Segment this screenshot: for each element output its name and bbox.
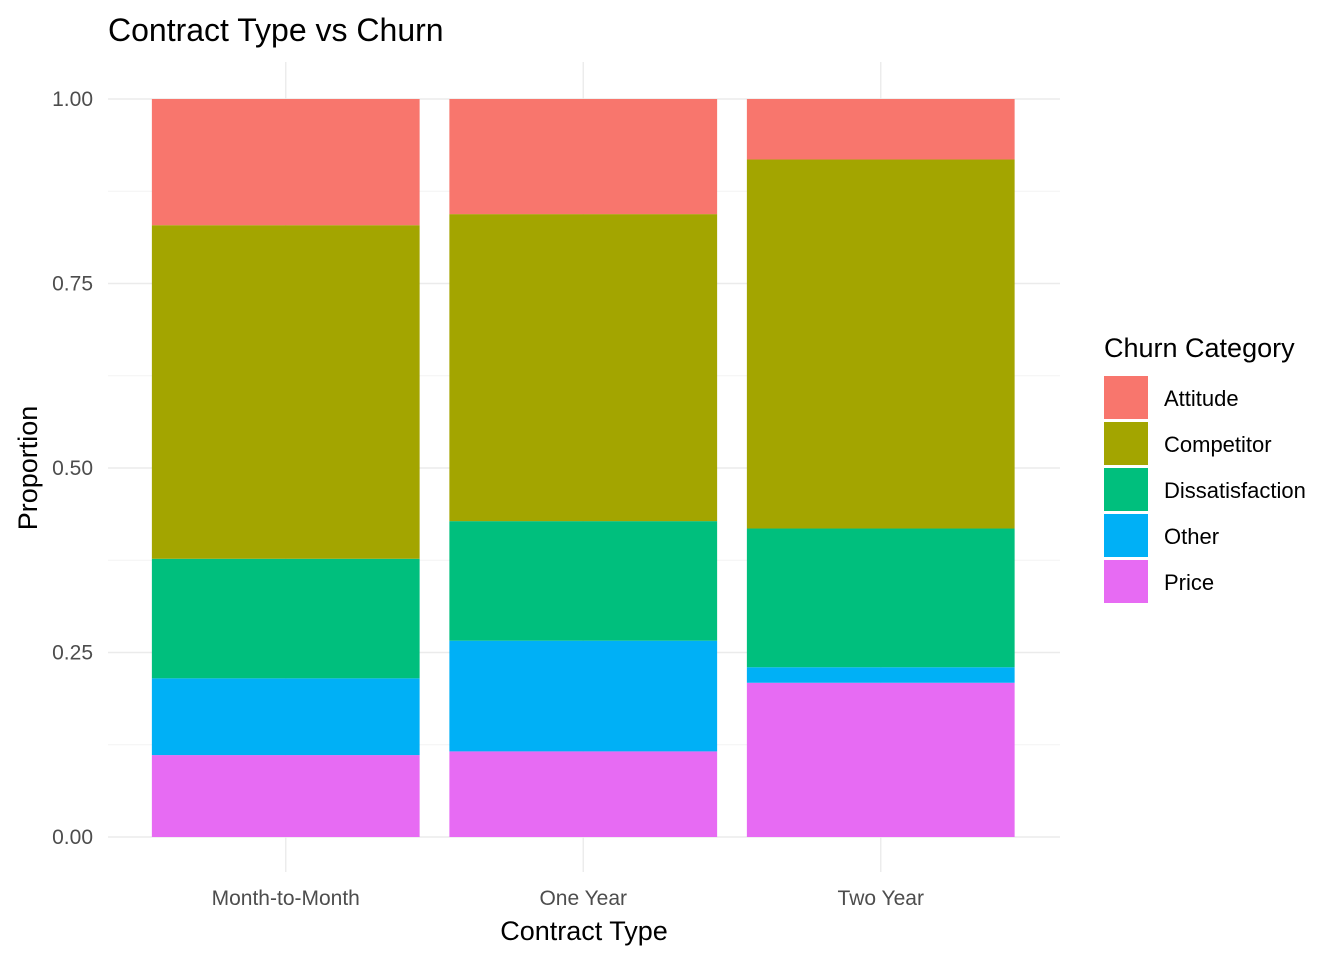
y-tick-label: 0.25 (52, 642, 93, 665)
legend-label-attitude: Attitude (1164, 386, 1239, 411)
bars (151, 99, 1015, 837)
legend-label-competitor: Competitor (1164, 432, 1272, 457)
bar-segment-dissatisfaction (151, 558, 420, 679)
bar-segment-other (449, 640, 718, 752)
bar-segment-attitude (151, 99, 420, 226)
bar-segment-dissatisfaction (746, 528, 1015, 668)
legend-swatch-dissatisfaction (1104, 468, 1148, 511)
bar-segment-price (746, 682, 1015, 837)
legend-items: Attitude Competitor Dissatisfaction Other Pr… (1104, 376, 1306, 603)
bar-segment-price (449, 751, 718, 837)
x-axis-title: Contract Type (500, 916, 668, 946)
bar-segment-competitor (449, 214, 718, 522)
bar-segment-competitor (151, 225, 420, 559)
chart-title: Contract Type vs Churn (108, 12, 444, 48)
bar-segment-attitude (746, 99, 1015, 160)
bar-segment-attitude (449, 99, 718, 215)
legend-title: Churn Category (1104, 333, 1295, 363)
y-axis-title: Proportion (13, 406, 43, 531)
x-tick-label: One Year (539, 887, 627, 910)
legend-swatch-price (1104, 560, 1148, 603)
x-axis-ticks: Month-to-Month One Year Two Year (212, 887, 924, 910)
y-tick-label: 0.75 (52, 273, 93, 296)
legend: Churn Category Attitude Competitor Dissati… (1104, 333, 1306, 603)
y-tick-label: 0.00 (52, 826, 93, 849)
legend-swatch-other (1104, 514, 1148, 557)
x-tick-label: Month-to-Month (212, 887, 360, 910)
bar-segment-other (746, 667, 1015, 683)
legend-swatch-attitude (1104, 376, 1148, 419)
bar-segment-price (151, 755, 420, 837)
y-tick-label: 1.00 (52, 88, 93, 111)
legend-label-dissatisfaction: Dissatisfaction (1164, 478, 1306, 503)
y-tick-label: 0.50 (52, 457, 93, 480)
legend-label-price: Price (1164, 570, 1214, 595)
y-axis-ticks: 0.00 0.25 0.50 0.75 1.00 (52, 88, 93, 849)
x-tick-label: Two Year (838, 887, 924, 910)
bar-segment-other (151, 678, 420, 756)
legend-swatch-competitor (1104, 422, 1148, 465)
bar-segment-dissatisfaction (449, 521, 718, 641)
bar-segment-competitor (746, 159, 1015, 529)
legend-label-other: Other (1164, 524, 1219, 549)
